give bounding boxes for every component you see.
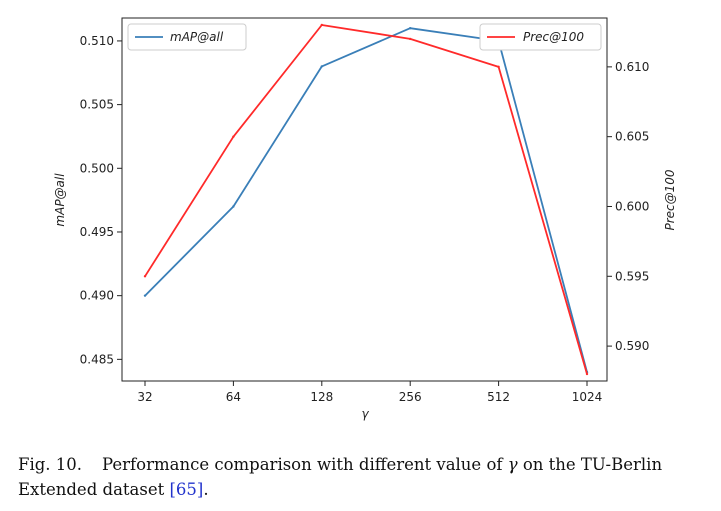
y-right-tick-label: 0.590 — [615, 339, 649, 353]
caption-text-2: on the TU-Berlin Extended dataset — [18, 455, 663, 499]
caption-reference-link[interactable]: [65] — [169, 480, 204, 499]
y-axis-title-left: mAP@all — [53, 173, 67, 227]
plot-frame — [121, 17, 608, 382]
series-point-prec-at-100 — [497, 65, 500, 69]
caption-gamma: γ — [507, 455, 518, 474]
x-tick-label: 64 — [226, 390, 241, 404]
x-axis-title: γ — [361, 407, 369, 421]
y-right-tick-label: 0.605 — [615, 130, 649, 144]
series-line-prec-at-100 — [144, 24, 588, 375]
caption-end: . — [203, 480, 209, 499]
legend-right-label: Prec@100 — [523, 30, 584, 44]
x-tick-label: 256 — [399, 390, 422, 404]
y-left-tick-label: 0.485 — [80, 352, 114, 366]
caption-label: Fig. 10. — [18, 455, 83, 474]
figure-caption: Fig. 10. Performance comparison with diff… — [18, 452, 718, 502]
y-left-tick-label: 0.500 — [80, 161, 114, 175]
series-line-map-at-all — [144, 27, 588, 373]
series-point-prec-at-100 — [585, 372, 589, 376]
series-point-map-at-all — [232, 205, 235, 208]
y-left-tick-label: 0.510 — [80, 34, 114, 48]
series-point-map-at-all — [143, 294, 147, 297]
y-right-tick-label: 0.595 — [615, 269, 649, 283]
series-point-prec-at-100 — [143, 275, 147, 278]
y-left-tick-label: 0.495 — [80, 225, 114, 239]
y-right-tick-label: 0.600 — [615, 199, 649, 213]
y-left-tick-label: 0.490 — [80, 289, 114, 303]
legend-left-label: mAP@all — [170, 30, 224, 44]
y-left-tick-label: 0.505 — [80, 98, 114, 112]
x-tick-label: 128 — [310, 390, 333, 404]
x-tick-label: 1024 — [572, 390, 603, 404]
caption-text: Performance comparison with different va… — [102, 455, 508, 474]
legend-left: mAP@all — [127, 23, 247, 51]
series-point-map-at-all — [320, 65, 323, 68]
x-tick-label: 32 — [137, 390, 152, 404]
legend-right: Prec@100 — [479, 23, 602, 51]
y-right-tick-label: 0.610 — [615, 60, 649, 74]
series-point-prec-at-100 — [320, 23, 323, 27]
y-axis-title-right: Prec@100 — [663, 169, 677, 230]
x-tick-label: 512 — [487, 390, 510, 404]
series-point-map-at-all — [409, 26, 412, 30]
series-point-prec-at-100 — [232, 135, 235, 138]
series-point-prec-at-100 — [409, 37, 412, 41]
